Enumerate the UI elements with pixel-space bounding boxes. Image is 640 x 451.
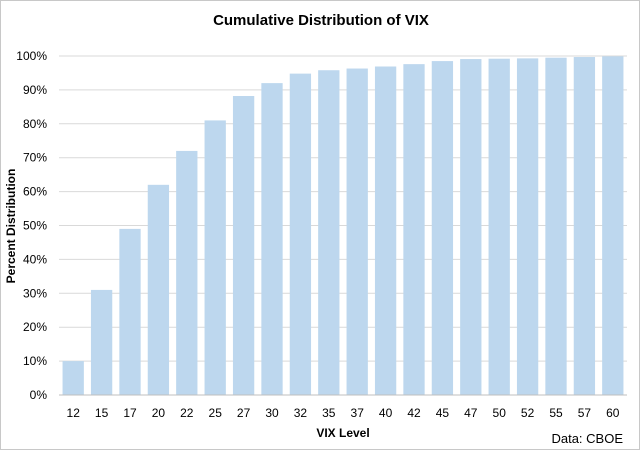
bar — [602, 56, 624, 396]
x-tick-label: 52 — [521, 406, 535, 420]
x-tick-label: 55 — [549, 406, 563, 420]
bar — [403, 64, 425, 396]
x-tick-label: 12 — [67, 406, 81, 420]
x-tick-label: 42 — [407, 406, 421, 420]
y-tick-label: 90% — [23, 83, 47, 97]
bar — [204, 120, 226, 395]
y-axis-label: Percent Distribution — [4, 169, 18, 284]
x-axis-label: VIX Level — [316, 426, 369, 440]
bar — [261, 83, 283, 396]
bar — [488, 58, 510, 395]
bar — [62, 361, 84, 395]
x-tick-label: 45 — [436, 406, 450, 420]
bar — [318, 70, 340, 395]
x-tick-label: 30 — [265, 406, 279, 420]
y-tick-label: 50% — [23, 219, 47, 233]
y-tick-label: 30% — [23, 286, 47, 300]
bar — [232, 96, 255, 395]
x-tick-label: 37 — [351, 406, 365, 420]
bar — [516, 58, 539, 396]
x-tick-label: 20 — [152, 406, 166, 420]
bar — [374, 66, 397, 395]
bars — [62, 56, 624, 396]
bar — [176, 150, 198, 395]
y-tick-label: 0% — [30, 388, 48, 402]
x-tick-label: 50 — [493, 406, 507, 420]
x-tick-labels: 12 15 17 20 22 25 27 30 32 35 37 40 42 45 47 50 52 55 57 60 — [67, 406, 620, 420]
bar — [573, 57, 596, 395]
bar — [119, 228, 141, 395]
chart-title: Cumulative Distribution of VIX — [213, 12, 429, 29]
y-tick-label: 70% — [23, 151, 47, 165]
bar — [460, 59, 482, 396]
y-tick-label: 40% — [23, 252, 47, 266]
x-tick-label: 47 — [464, 406, 478, 420]
x-tick-label: 57 — [578, 406, 592, 420]
x-tick-label: 27 — [237, 406, 251, 420]
y-tick-label: 10% — [23, 354, 47, 368]
y-tick-label: 20% — [23, 320, 47, 334]
y-tick-label: 60% — [23, 185, 47, 199]
bar — [431, 61, 454, 396]
source-note: Data: CBOE — [551, 431, 623, 446]
y-tick-label: 100% — [16, 49, 47, 63]
x-tick-label: 25 — [209, 406, 223, 420]
bar — [545, 57, 567, 395]
x-tick-label: 22 — [180, 406, 194, 420]
x-tick-label: 35 — [322, 406, 336, 420]
gridlines — [59, 55, 627, 362]
x-tick-label: 17 — [123, 406, 137, 420]
x-tick-label: 15 — [95, 406, 109, 420]
bar — [90, 289, 113, 395]
y-tick-label: 80% — [23, 117, 47, 131]
y-tick-labels: 0% 10% 20% 30% 40% 50% 60% 70% 80% 90% 100% — [16, 49, 47, 402]
x-tick-label: 60 — [606, 406, 620, 420]
x-tick-label: 40 — [379, 406, 393, 420]
bar — [346, 68, 368, 395]
bar — [147, 184, 170, 395]
bar — [289, 73, 312, 396]
x-tick-label: 32 — [294, 406, 308, 420]
